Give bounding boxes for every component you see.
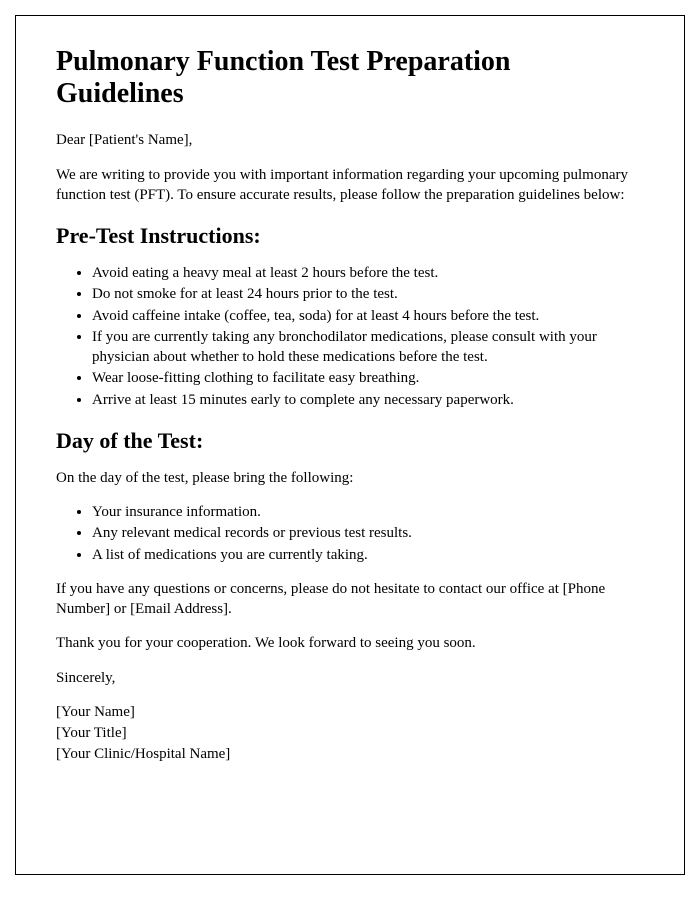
list-item: Wear loose-fitting clothing to facilitat… [92,368,644,388]
list-item: Arrive at least 15 minutes early to comp… [92,390,644,410]
document-container: Pulmonary Function Test Preparation Guid… [15,15,685,875]
list-item: Avoid caffeine intake (coffee, tea, soda… [92,306,644,326]
list-item: Avoid eating a heavy meal at least 2 hou… [92,263,644,283]
list-item: A list of medications you are currently … [92,545,644,565]
signature-block: [Your Name] [Your Title] [Your Clinic/Ho… [56,702,644,765]
signature-title: [Your Title] [56,723,644,744]
pretest-list: Avoid eating a heavy meal at least 2 hou… [92,263,644,410]
list-item: Do not smoke for at least 24 hours prior… [92,284,644,304]
thanks-paragraph: Thank you for your cooperation. We look … [56,633,644,653]
intro-paragraph: We are writing to provide you with impor… [56,165,644,206]
document-title: Pulmonary Function Test Preparation Guid… [56,46,644,110]
dayof-heading: Day of the Test: [56,428,644,454]
salutation: Dear [Patient's Name], [56,130,644,150]
pretest-heading: Pre-Test Instructions: [56,223,644,249]
list-item: Your insurance information. [92,502,644,522]
list-item: Any relevant medical records or previous… [92,523,644,543]
signature-org: [Your Clinic/Hospital Name] [56,744,644,765]
dayof-intro: On the day of the test, please bring the… [56,468,644,488]
closing: Sincerely, [56,668,644,688]
dayof-list: Your insurance information. Any relevant… [92,502,644,565]
contact-paragraph: If you have any questions or concerns, p… [56,579,644,620]
list-item: If you are currently taking any bronchod… [92,327,644,368]
signature-name: [Your Name] [56,702,644,723]
